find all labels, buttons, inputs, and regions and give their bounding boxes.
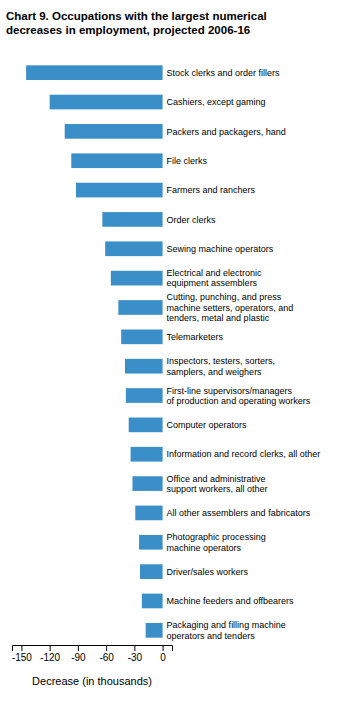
bar (135, 506, 162, 521)
x-axis: -150 -120 -90 -60 -30 0 (12, 645, 173, 663)
category-label: Order clerks (167, 215, 217, 225)
category-label-line: Office and administrative (167, 474, 266, 484)
category-label-line: Photographic processing (167, 532, 266, 542)
bar (126, 388, 163, 403)
bar (76, 183, 163, 198)
bar (129, 418, 163, 433)
category-label-line: Farmers and ranchers (167, 185, 256, 195)
category-label: Inspectors, testers, sorters,samplers, a… (167, 356, 276, 376)
category-label-line: Inspectors, testers, sorters, (167, 356, 276, 366)
title: Chart 9. Occupations with the largest nu… (6, 10, 267, 36)
category-label-line: File clerks (167, 156, 208, 166)
category-label-line: Sewing machine operators (167, 244, 274, 254)
category-labels: Stock clerks and order fillers Cashiers, … (167, 68, 321, 641)
category-label: First-line supervisors/managersof produc… (167, 386, 311, 406)
category-label-line: First-line supervisors/managers (167, 386, 293, 396)
x-tick-mark (50, 645, 51, 651)
title-line: Chart 9. Occupations with the largest nu… (6, 10, 267, 22)
x-tick: -120 (40, 645, 60, 663)
category-label: File clerks (167, 156, 208, 166)
category-label-line: Packaging and filling machine (167, 620, 286, 630)
title-line: decreases in employment, projected 2006-… (6, 24, 250, 36)
x-tick: -90 (71, 645, 86, 663)
category-label-line: of production and operating workers (167, 396, 311, 406)
x-axis-label: Decrease (in thousands) (32, 675, 152, 687)
x-tick-label: -90 (71, 652, 86, 663)
x-tick-label: 0 (160, 652, 166, 663)
category-label-line: machine setters, operators, and (167, 303, 294, 313)
category-label-line: tenders, metal and plastic (167, 313, 270, 323)
category-label-line: operators and tenders (167, 631, 256, 641)
bar (26, 65, 162, 80)
category-label-line: Packers and packagers, hand (167, 127, 286, 137)
x-tick-mark (78, 645, 79, 651)
x-tick: -30 (128, 645, 143, 663)
category-label-line: All other assemblers and fabricators (167, 508, 311, 518)
x-tick: 0 (160, 645, 166, 663)
bar (121, 329, 162, 344)
category-label-line: Electrical and electronic (167, 268, 263, 278)
category-label-line: samplers, and weighers (167, 367, 263, 377)
category-label: Telemarketers (167, 332, 224, 342)
category-label-line: Cutting, punching, and press (167, 292, 282, 302)
category-label: Machine feeders and offbearers (167, 596, 294, 606)
category-label-line: Computer operators (167, 420, 248, 430)
x-tick-mark (163, 645, 164, 651)
category-label: Office and administrativesupport workers… (167, 474, 268, 494)
category-label: Information and record clerks, all other (167, 449, 321, 459)
bar (102, 212, 162, 227)
category-label: Driver/sales workers (167, 567, 249, 577)
category-label-line: Driver/sales workers (167, 567, 249, 577)
x-tick-mark (134, 645, 135, 651)
category-label: Electrical and electronicequipment assem… (167, 268, 263, 288)
x-tick-label: -150 (12, 652, 32, 663)
category-label: Packaging and filling machineoperators a… (167, 620, 286, 640)
x-tick-label: -120 (40, 652, 60, 663)
x-tick: -60 (99, 645, 114, 663)
x-tick-mark (21, 645, 22, 651)
x-tick-mark (106, 645, 107, 651)
category-label-line: Telemarketers (167, 332, 224, 342)
category-label-line: Information and record clerks, all other (167, 449, 321, 459)
category-label: Sewing machine operators (167, 244, 274, 254)
category-label-line: Cashiers, except gaming (167, 97, 266, 107)
chart: Chart 9. Occupations with the largest nu… (0, 0, 351, 715)
bar (111, 271, 163, 286)
bar (142, 594, 163, 609)
bar (125, 359, 163, 374)
bar (131, 447, 163, 462)
category-label: Cashiers, except gaming (167, 97, 266, 107)
bars (26, 65, 162, 637)
category-label: Packers and packagers, hand (167, 127, 286, 137)
category-label-line: Order clerks (167, 215, 217, 225)
category-label: Farmers and ranchers (167, 185, 256, 195)
bar (146, 623, 163, 638)
x-axis-line (13, 646, 173, 652)
bar (71, 153, 162, 168)
category-label-line: machine operators (167, 543, 242, 553)
bar (118, 300, 162, 315)
bar (132, 476, 162, 491)
category-label-line: equipment assemblers (167, 278, 258, 288)
bar (65, 124, 163, 139)
category-label: Cutting, punching, and pressmachine sett… (167, 292, 294, 323)
x-tick-label: -60 (99, 652, 114, 663)
category-label-line: Machine feeders and offbearers (167, 596, 294, 606)
category-label-line: support workers, all other (167, 484, 268, 494)
category-label: All other assemblers and fabricators (167, 508, 311, 518)
bar (50, 95, 163, 110)
category-label: Computer operators (167, 420, 248, 430)
bar (139, 535, 163, 550)
category-label: Photographic processingmachine operators (167, 532, 266, 552)
x-tick: -150 (12, 645, 32, 663)
bar (105, 241, 162, 256)
x-tick-label: -30 (128, 652, 143, 663)
category-label: Stock clerks and order fillers (167, 68, 281, 78)
category-label-line: Stock clerks and order fillers (167, 68, 281, 78)
bar (140, 564, 163, 579)
